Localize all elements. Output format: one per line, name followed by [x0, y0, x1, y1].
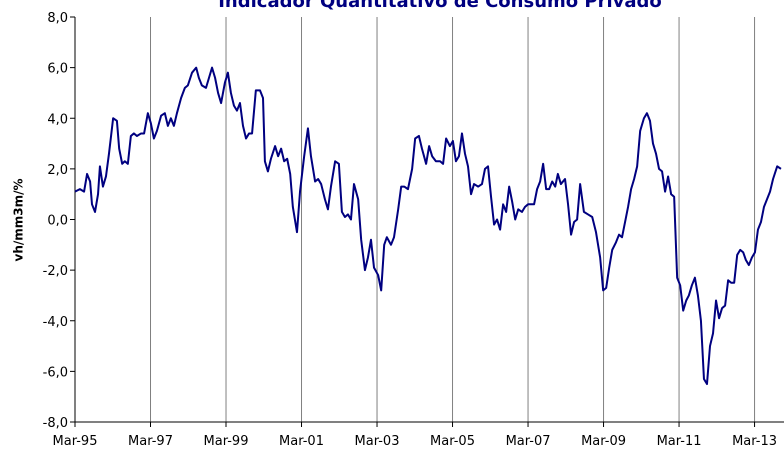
x-tick-label: Mar-99 [204, 434, 249, 449]
x-tick-label: Mar-95 [53, 434, 98, 449]
x-tick-label: Mar-97 [128, 434, 173, 449]
y-tick-label: -8,0 [43, 416, 68, 431]
x-tick-label: Mar-03 [355, 434, 400, 449]
y-tick-label: -6,0 [43, 365, 68, 380]
y-tick-label: -4,0 [43, 315, 68, 330]
x-tick-label: Mar-11 [657, 434, 702, 449]
x-tick-label: Mar-05 [430, 434, 475, 449]
data-line [74, 66, 782, 386]
y-tick-label: 2,0 [47, 163, 68, 178]
x-tick-label: Mar-07 [506, 434, 551, 449]
y-tick-label: 8,0 [47, 11, 68, 26]
x-tick-label: Mar-01 [279, 434, 324, 449]
y-tick-label: 6,0 [47, 62, 68, 77]
y-tick-label: 0,0 [47, 214, 68, 229]
y-tick-label: 4,0 [47, 112, 68, 127]
x-tick-label: Mar-13 [732, 434, 777, 449]
y-axis-label: vh/mm3m/% [12, 178, 26, 261]
x-tick-label: Mar-09 [581, 434, 626, 449]
y-tick-label: -2,0 [43, 264, 68, 279]
chart-title: Indicador Quantitativo de Consumo Privad… [218, 0, 662, 12]
